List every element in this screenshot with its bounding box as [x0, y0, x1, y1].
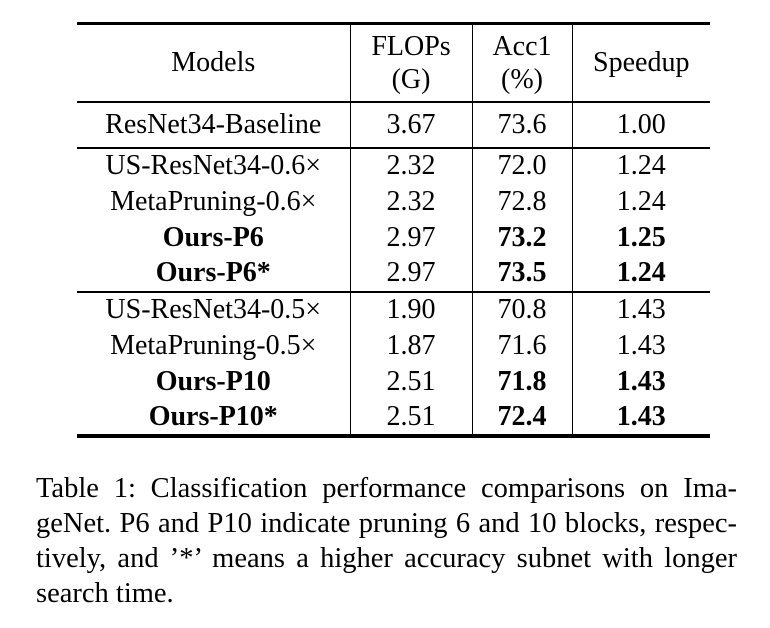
header-label: Acc1	[492, 30, 552, 62]
group-p10: US-ResNet34-0.5× 1.90 70.8 1.43 MetaPrun…	[77, 291, 710, 436]
flops-cell: 2.32	[349, 183, 472, 220]
model-cell: MetaPruning-0.5×	[110, 329, 317, 361]
table-row: Ours-P10* 2.51 72.4 1.43	[77, 399, 710, 436]
header-row: Models FLOPs (G) Acc1 (%) Speedup	[77, 23, 710, 102]
col-header-acc1: Acc1 (%)	[471, 23, 572, 102]
flops-cell: 2.97	[349, 219, 472, 256]
caption-line-3: tively, and ’*’ means a higher accuracy …	[36, 543, 737, 574]
speedup-cell: 1.43	[571, 363, 710, 400]
table-row: US-ResNet34-0.6× 2.32 72.0 1.24	[77, 147, 710, 184]
header-unit: (%)	[501, 63, 543, 95]
flops-cell: 2.51	[349, 399, 472, 436]
table-caption: Table 1: Classification performance comp…	[36, 471, 737, 611]
col-header-models: Models	[77, 24, 350, 102]
model-cell: Ours-P10*	[148, 400, 278, 432]
acc1-cell: 73.2	[471, 219, 572, 256]
acc1-cell: 72.4	[471, 399, 572, 436]
speedup-cell: 1.24	[571, 183, 710, 220]
caption-line-1: Table 1: Classification performance comp…	[36, 473, 737, 504]
flops-cell: 2.97	[349, 255, 472, 292]
acc1-cell: 73.5	[471, 255, 572, 292]
flops-cell: 2.32	[349, 147, 472, 184]
flops-cell: 2.51	[349, 363, 472, 400]
col-header-speedup: Speedup	[571, 23, 710, 102]
acc1-cell: 72.8	[471, 183, 572, 220]
acc1-cell: 71.6	[471, 327, 572, 364]
flops-cell: 1.90	[349, 291, 472, 328]
acc1-cell: 71.8	[471, 363, 572, 400]
model-cell: MetaPruning-0.6×	[110, 185, 317, 217]
table-header: Models FLOPs (G) Acc1 (%) Speedup	[77, 23, 710, 102]
model-cell: Ours-P6	[162, 221, 264, 253]
speedup-cell: 1.43	[571, 399, 710, 436]
speedup-cell: 1.00	[571, 101, 710, 148]
speedup-cell: 1.43	[571, 291, 710, 328]
caption-line-4: search time.	[36, 578, 174, 609]
table-row: Ours-P6 2.97 73.2 1.25	[77, 219, 710, 256]
speedup-cell: 1.25	[571, 219, 710, 256]
acc1-cell: 72.0	[471, 147, 572, 184]
table-row: ResNet34-Baseline 3.67 73.6 1.00	[77, 101, 710, 148]
flops-cell: 1.87	[349, 327, 472, 364]
table-row: US-ResNet34-0.5× 1.90 70.8 1.43	[77, 291, 710, 328]
model-cell: Ours-P10	[155, 365, 271, 397]
caption-line-2: geNet. P6 and P10 indicate pruning 6 and…	[36, 508, 737, 539]
speedup-cell: 1.24	[571, 255, 710, 292]
col-header-flops: FLOPs (G)	[349, 23, 472, 102]
acc1-cell: 73.6	[471, 101, 572, 148]
table-row: Ours-P6* 2.97 73.5 1.24	[77, 255, 710, 292]
header-label: Speedup	[593, 47, 690, 79]
flops-cell: 3.67	[349, 101, 472, 148]
table-row: Ours-P10 2.51 71.8 1.43	[77, 363, 710, 400]
model-cell: ResNet34-Baseline	[105, 108, 322, 140]
header-unit: (G)	[391, 63, 431, 95]
header-label: Models	[171, 47, 256, 79]
speedup-cell: 1.24	[571, 147, 710, 184]
speedup-cell: 1.43	[571, 327, 710, 364]
group-p6: US-ResNet34-0.6× 2.32 72.0 1.24 MetaPrun…	[77, 147, 710, 292]
acc1-cell: 70.8	[471, 291, 572, 328]
table-row: MetaPruning-0.5× 1.87 71.6 1.43	[77, 327, 710, 364]
model-cell: US-ResNet34-0.5×	[105, 294, 322, 325]
model-cell: Ours-P6*	[155, 257, 271, 288]
model-cell: US-ResNet34-0.6×	[105, 150, 322, 181]
group-baseline: ResNet34-Baseline 3.67 73.6 1.00	[77, 101, 710, 148]
header-label: FLOPs	[371, 30, 451, 62]
table-row: MetaPruning-0.6× 2.32 72.8 1.24	[77, 183, 710, 220]
results-table: Models FLOPs (G) Acc1 (%) Speedup ResNet…	[77, 22, 710, 438]
